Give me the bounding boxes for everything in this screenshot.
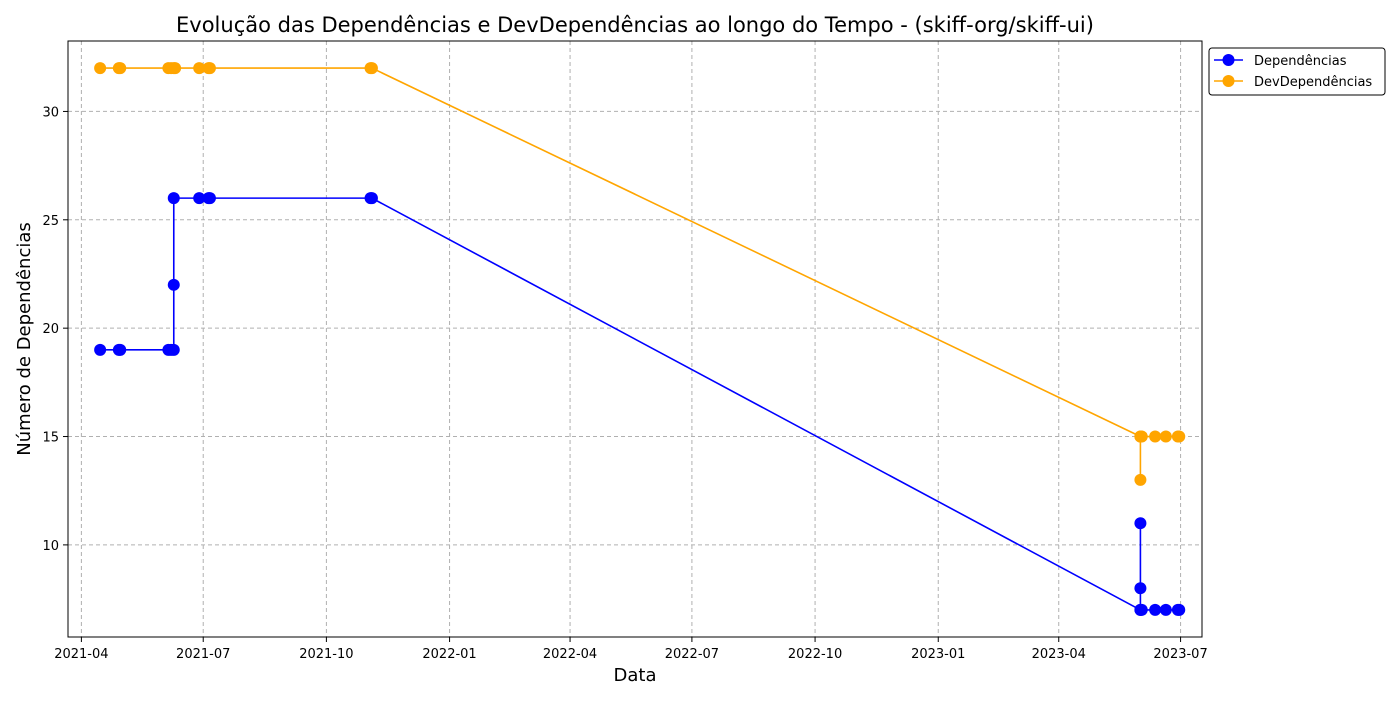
data-point bbox=[167, 343, 180, 356]
data-point bbox=[1159, 430, 1172, 443]
y-axis: 10 15 20 25 30 bbox=[42, 105, 68, 554]
x-tick-label: 2023-07 bbox=[1153, 647, 1207, 662]
data-point bbox=[1173, 430, 1186, 443]
x-tick-label: 2022-01 bbox=[422, 647, 476, 662]
legend: Dependências DevDependências bbox=[1208, 47, 1386, 96]
data-point bbox=[167, 192, 180, 205]
data-point bbox=[203, 192, 216, 205]
data-point bbox=[114, 343, 127, 356]
y-tick-label: 10 bbox=[42, 539, 59, 554]
data-point bbox=[193, 192, 206, 205]
y-tick-label: 20 bbox=[42, 322, 59, 337]
data-point bbox=[114, 62, 127, 75]
y-tick-label: 15 bbox=[42, 431, 59, 446]
x-tick-label: 2021-07 bbox=[176, 647, 230, 662]
data-point bbox=[167, 278, 180, 291]
legend-marker bbox=[1222, 75, 1235, 87]
data-point bbox=[1173, 603, 1186, 616]
data-point bbox=[94, 343, 107, 356]
legend-label: Dependências bbox=[1254, 54, 1347, 69]
y-tick-label: 25 bbox=[42, 214, 59, 229]
data-point bbox=[1149, 430, 1162, 443]
x-tick-label: 2021-04 bbox=[54, 647, 108, 662]
x-tick-label: 2021-10 bbox=[299, 647, 353, 662]
x-tick-label: 2023-04 bbox=[1032, 647, 1086, 662]
x-tick-label: 2023-01 bbox=[911, 647, 965, 662]
data-point bbox=[1134, 473, 1147, 486]
y-axis-label: Número de Dependências bbox=[14, 222, 35, 456]
series-line bbox=[100, 197, 1180, 611]
x-axis-label: Data bbox=[614, 665, 657, 686]
x-tick-label: 2022-07 bbox=[665, 647, 719, 662]
legend-label: DevDependências bbox=[1254, 75, 1372, 90]
data-point bbox=[1149, 603, 1162, 616]
data-point bbox=[1135, 430, 1148, 443]
series-devdependencias bbox=[94, 62, 1186, 486]
data-point bbox=[1134, 517, 1147, 530]
y-tick-label: 30 bbox=[42, 105, 59, 120]
data-point bbox=[94, 62, 107, 75]
chart-title: Evolução das Dependências e DevDependênc… bbox=[176, 13, 1094, 37]
data-point bbox=[365, 62, 378, 75]
data-point bbox=[193, 62, 206, 75]
plot-area-frame bbox=[67, 40, 1203, 638]
data-point bbox=[365, 192, 378, 205]
x-tick-label: 2022-10 bbox=[788, 647, 842, 662]
data-point bbox=[203, 62, 216, 75]
legend-marker bbox=[1222, 54, 1235, 66]
data-point bbox=[169, 62, 182, 75]
legend-item: DevDependências bbox=[1214, 75, 1372, 90]
data-point bbox=[1159, 603, 1172, 616]
series-dependencias bbox=[94, 192, 1186, 616]
x-axis: 2021-04 2021-07 2021-10 2022-01 2022-04 2022-… bbox=[54, 637, 1208, 662]
data-point bbox=[1134, 582, 1147, 595]
x-tick-label: 2022-04 bbox=[543, 647, 597, 662]
series-line bbox=[100, 67, 1180, 481]
series-layer bbox=[94, 62, 1186, 616]
legend-item: Dependências bbox=[1214, 54, 1347, 69]
data-point bbox=[1135, 603, 1148, 616]
legend-box bbox=[1208, 47, 1386, 96]
